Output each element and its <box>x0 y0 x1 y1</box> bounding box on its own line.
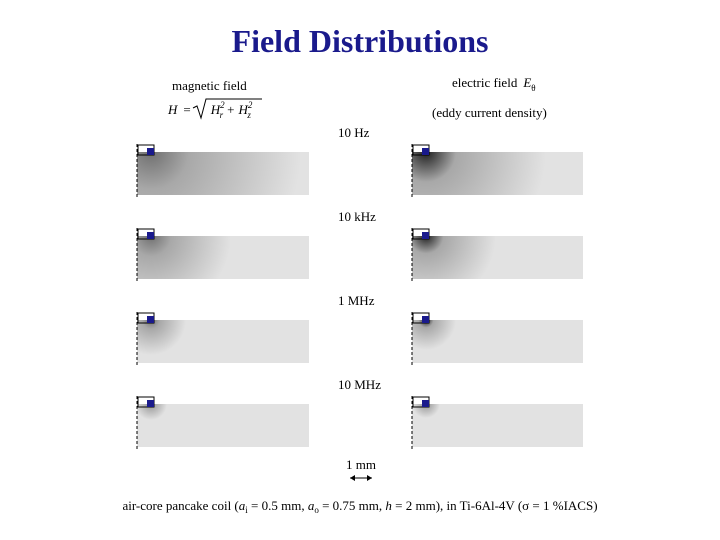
formula-part: + <box>227 102 234 117</box>
coil <box>147 400 154 407</box>
right-label: electric field Eθ <box>452 75 536 93</box>
formula-part: 2 <box>220 100 225 110</box>
coil <box>147 232 154 239</box>
coil <box>147 316 154 323</box>
field-panel <box>137 152 309 195</box>
caption-part: = 2 mm), in Ti-6Al-4V (σ = 1 %IACS) <box>392 498 598 513</box>
frequency-label: 10 kHz <box>338 209 376 224</box>
scale-arrows <box>350 475 372 481</box>
formula-part: 2 <box>248 100 253 110</box>
coil <box>422 316 429 323</box>
field-panel <box>412 152 583 195</box>
coil <box>422 148 429 155</box>
caption-part: = 0.5 mm, <box>248 498 308 513</box>
formula-part: H <box>167 102 178 117</box>
coil <box>422 232 429 239</box>
sqrt-sign <box>192 98 262 120</box>
scale-label: 1 mm <box>346 457 376 472</box>
field-panel <box>412 404 583 447</box>
frequency-label: 1 MHz <box>338 293 375 308</box>
title: Field Distributions <box>232 23 489 59</box>
coil <box>147 148 154 155</box>
coil <box>422 400 429 407</box>
field-panel <box>137 404 309 447</box>
formula-part: r <box>220 110 224 120</box>
caption-part: a <box>239 498 246 513</box>
left-label: magnetic field <box>172 78 247 93</box>
formula-part: H <box>210 102 221 117</box>
right-label-text: electric field <box>452 75 518 90</box>
caption-part: h <box>385 498 392 513</box>
right-label-symbol: E <box>522 75 531 90</box>
caption-part: o <box>314 505 319 515</box>
right-label-sub: θ <box>531 83 535 93</box>
formula: H = H2 r + H2 z <box>167 100 253 120</box>
caption-part: air-core pancake coil ( <box>122 498 238 513</box>
frequency-label: 10 Hz <box>338 125 370 140</box>
formula-part: = <box>183 102 190 117</box>
right-note: (eddy current density) <box>432 105 547 120</box>
caption: air-core pancake coil (ai = 0.5 mm, ao =… <box>122 498 597 515</box>
formula-part: H <box>237 102 248 117</box>
caption-part: = 0.75 mm, <box>319 498 386 513</box>
caption-part: a <box>308 498 315 513</box>
caption-part: i <box>245 505 248 515</box>
frequency-label: 10 MHz <box>338 377 381 392</box>
field-panel <box>412 320 583 363</box>
formula-part: z <box>246 110 251 120</box>
field-panel <box>137 236 309 279</box>
field-panel <box>412 236 583 279</box>
field-panel <box>137 320 309 363</box>
